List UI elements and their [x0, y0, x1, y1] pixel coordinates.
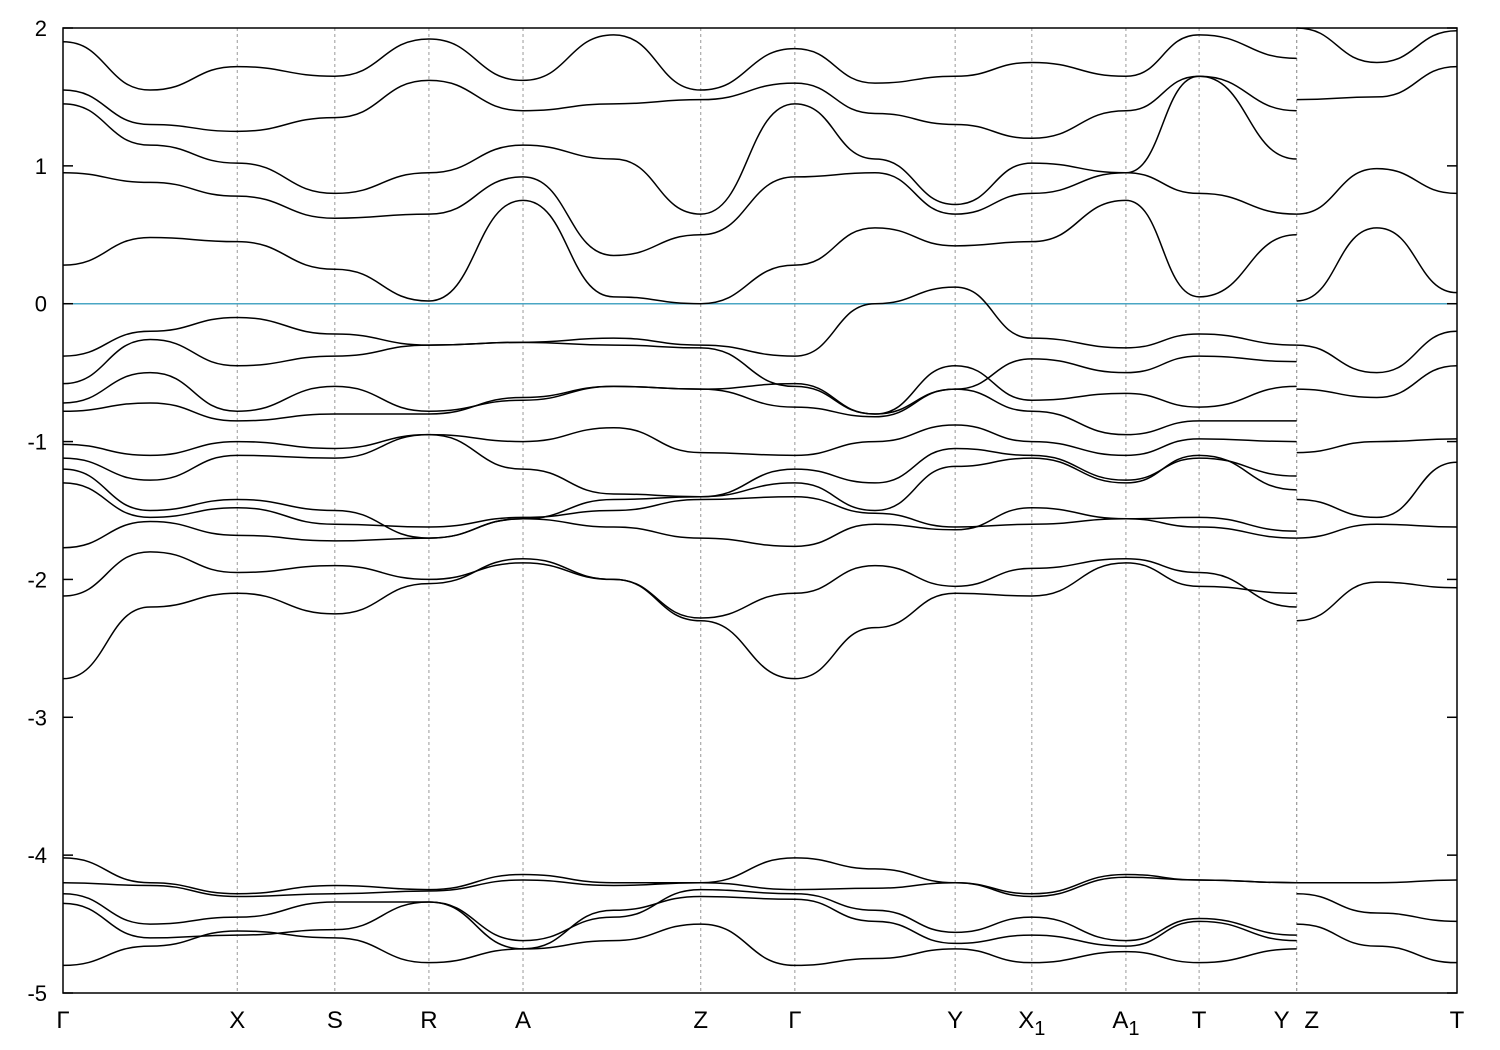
kpoint-label-7: Y: [947, 1007, 963, 1034]
band-line-20: [62, 923, 1297, 967]
band-line-24: [1296, 438, 1458, 454]
band-line-27: [1296, 227, 1458, 302]
band-line-32: [1296, 892, 1458, 923]
band-line-19: [62, 895, 1297, 950]
band-line-26: [1296, 330, 1458, 374]
band-line-28: [1296, 167, 1458, 215]
kpoint-label-2: S: [327, 1007, 343, 1034]
x-axis-kpoint-labels: Γ X S R A Z Γ Y X1 A1 T Y Z T: [56, 1007, 1464, 1040]
kpoint-label-10: T: [1192, 1007, 1207, 1034]
y-tick-label: -3: [27, 705, 47, 730]
y-tick-label: -5: [27, 981, 47, 1006]
band-line-13: [62, 75, 1297, 215]
band-line-12: [62, 171, 1297, 257]
band-line-31: [1296, 879, 1458, 884]
kpoint-label-8: X1: [1018, 1007, 1045, 1040]
band-line-14: [62, 75, 1297, 140]
band-line-8: [62, 364, 1297, 415]
band-line-25: [1296, 365, 1458, 399]
band-line-6: [62, 424, 1297, 457]
kpoint-label-3: R: [420, 1007, 437, 1034]
y-tick-label: 0: [35, 292, 47, 317]
kpoint-label-13: T: [1450, 1007, 1465, 1034]
y-axis-ticks: 2 1 0 -1 -2 -3 -4 -5: [27, 16, 1457, 1006]
band-line-10: [62, 286, 1297, 357]
band-line-0: [62, 557, 1297, 680]
band-line-18: [62, 888, 1297, 942]
kpoint-label-11: Y: [1274, 1007, 1290, 1034]
y-tick-label: -4: [27, 843, 47, 868]
band-line-9: [62, 338, 1297, 415]
band-lines: [62, 27, 1458, 967]
band-line-23: [1296, 461, 1458, 519]
kpoint-label-6: Γ: [788, 1007, 801, 1034]
band-line-17: [62, 876, 1297, 898]
plot-frame: [62, 27, 1458, 994]
y-tick-label: -1: [27, 430, 47, 455]
band-line-15: [62, 34, 1297, 91]
kpoint-label-0: Γ: [56, 1007, 69, 1034]
band-line-2: [62, 506, 1297, 549]
band-line-33: [1296, 923, 1458, 964]
kpoint-label-12: Z: [1304, 1007, 1319, 1034]
band-line-11: [62, 199, 1297, 305]
band-line-21: [1296, 581, 1458, 622]
kpoint-label-4: A: [515, 1007, 531, 1034]
kpoint-lines: [236, 28, 1298, 993]
kpoint-label-1: X: [229, 1007, 245, 1034]
kpoint-label-subscript: 1: [1034, 1018, 1045, 1040]
band-line-16: [62, 857, 1297, 895]
y-tick-label: -2: [27, 567, 47, 592]
band-line-30: [1296, 27, 1458, 64]
kpoint-label-9: A1: [1112, 1007, 1139, 1040]
band-line-3: [62, 482, 1297, 539]
kpoint-label-5: Z: [693, 1007, 708, 1034]
band-line-5: [62, 433, 1297, 498]
band-line-29: [1296, 65, 1458, 101]
kpoint-label-subscript: 1: [1128, 1018, 1139, 1040]
band-line-22: [1296, 523, 1458, 539]
y-tick-label: 2: [35, 16, 47, 41]
y-tick-label: 1: [35, 154, 47, 179]
band-line-1: [62, 551, 1297, 619]
